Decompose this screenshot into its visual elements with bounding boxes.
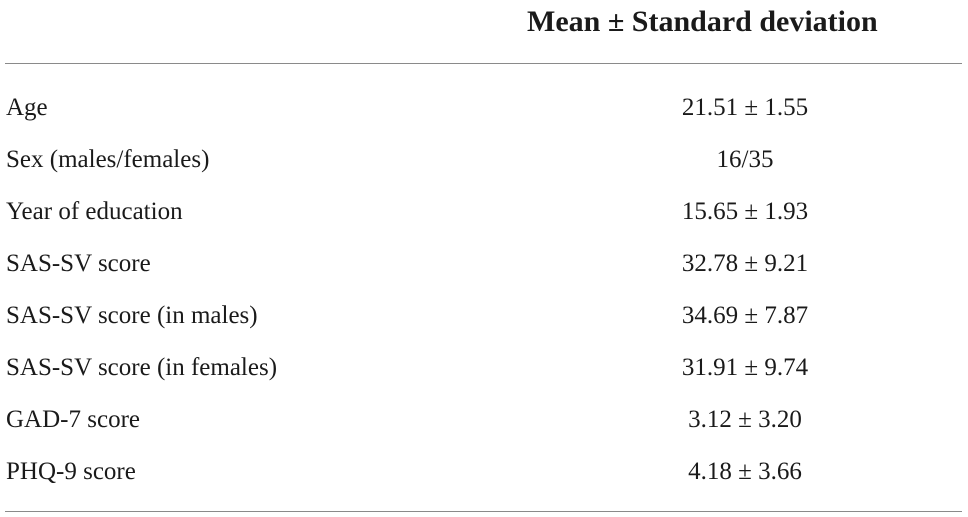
table-row: Sex (males/females) 16/35 xyxy=(0,134,968,186)
row-label: Age xyxy=(6,94,48,121)
table-bottom-rule xyxy=(5,511,962,512)
row-label: SAS-SV score (in females) xyxy=(6,354,278,381)
row-label: SAS-SV score xyxy=(6,250,151,277)
row-label: PHQ-9 score xyxy=(6,458,136,485)
row-value: 31.91 ± 9.74 xyxy=(681,354,809,381)
row-value: 16/35 xyxy=(716,146,774,173)
row-label: Sex (males/females) xyxy=(6,146,210,173)
table-row: SAS-SV score (in females) 31.91 ± 9.74 xyxy=(0,342,968,394)
table-row: GAD-7 score 3.12 ± 3.20 xyxy=(0,394,968,446)
row-value: 32.78 ± 9.21 xyxy=(681,250,809,277)
row-label: Year of education xyxy=(6,198,183,225)
table-row: PHQ-9 score 4.18 ± 3.66 xyxy=(0,446,968,498)
table-body: Age 21.51 ± 1.55 Sex (males/females) 16/… xyxy=(0,82,968,498)
table-row: Age 21.51 ± 1.55 xyxy=(0,82,968,134)
table-row: Year of education 15.65 ± 1.93 xyxy=(0,186,968,238)
row-value: 34.69 ± 7.87 xyxy=(681,302,809,329)
row-value: 21.51 ± 1.55 xyxy=(681,94,809,121)
row-value: 3.12 ± 3.20 xyxy=(688,406,802,433)
table-row: SAS-SV score 32.78 ± 9.21 xyxy=(0,238,968,290)
column-header-mean-sd: Mean ± Standard deviation xyxy=(527,5,878,38)
header-divider xyxy=(5,63,962,64)
row-value: 4.18 ± 3.66 xyxy=(688,458,802,485)
row-value: 15.65 ± 1.93 xyxy=(681,198,809,225)
row-label: GAD-7 score xyxy=(6,406,140,433)
table-header-row: Mean ± Standard deviation xyxy=(0,0,968,62)
table-row: SAS-SV score (in males) 34.69 ± 7.87 xyxy=(0,290,968,342)
row-label: SAS-SV score (in males) xyxy=(6,302,258,329)
